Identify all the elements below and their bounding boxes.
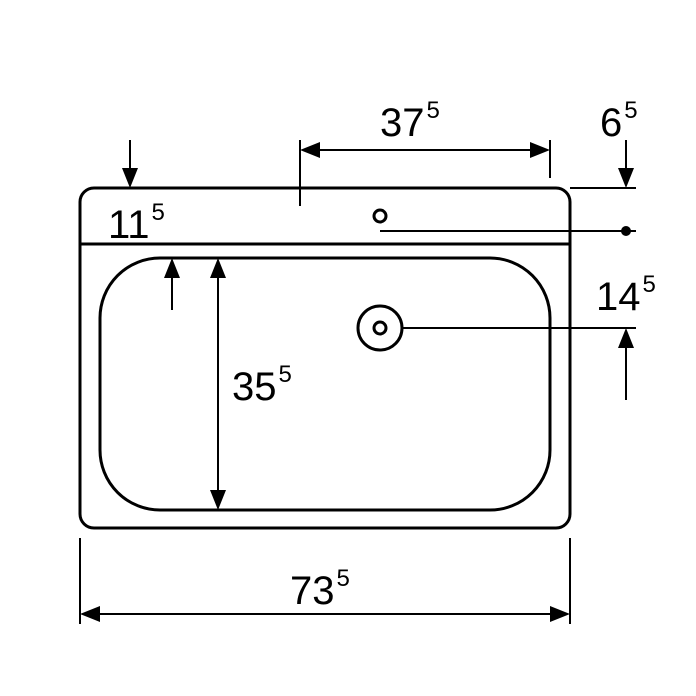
drain-outer bbox=[358, 306, 402, 350]
dim-73-main: 73 bbox=[290, 569, 335, 613]
dim-73-sup: 5 bbox=[337, 565, 350, 592]
dim-35-main: 35 bbox=[232, 365, 277, 409]
dim-35: 355 bbox=[210, 258, 292, 510]
dim-6-main: 6 bbox=[600, 101, 622, 145]
top-edge-arrow bbox=[122, 140, 138, 188]
dim-11-sup: 5 bbox=[152, 199, 165, 226]
dim-14: 145 bbox=[402, 271, 656, 400]
dim-37-sup: 5 bbox=[427, 97, 440, 124]
dim-11: 115 bbox=[108, 199, 180, 310]
dim-37-main: 37 bbox=[380, 101, 425, 145]
basin bbox=[100, 258, 550, 510]
dim-73: 735 bbox=[80, 538, 570, 624]
svg-text:65: 65 bbox=[600, 97, 638, 145]
dim-11-main: 11 bbox=[108, 203, 150, 247]
tap-hole bbox=[374, 210, 386, 222]
sink-outer bbox=[80, 188, 570, 528]
svg-text:355: 355 bbox=[232, 361, 292, 409]
svg-text:735: 735 bbox=[290, 565, 350, 613]
dim-6-sup: 5 bbox=[624, 97, 637, 124]
svg-text:375: 375 bbox=[380, 97, 440, 145]
svg-text:145: 145 bbox=[596, 271, 656, 319]
dim-14-main: 14 bbox=[596, 275, 641, 319]
svg-text:115: 115 bbox=[108, 199, 165, 247]
dim-14-sup: 5 bbox=[643, 271, 656, 298]
dim-37: 375 bbox=[300, 97, 550, 206]
drain-inner bbox=[374, 322, 386, 334]
dim-35-sup: 5 bbox=[279, 361, 292, 388]
